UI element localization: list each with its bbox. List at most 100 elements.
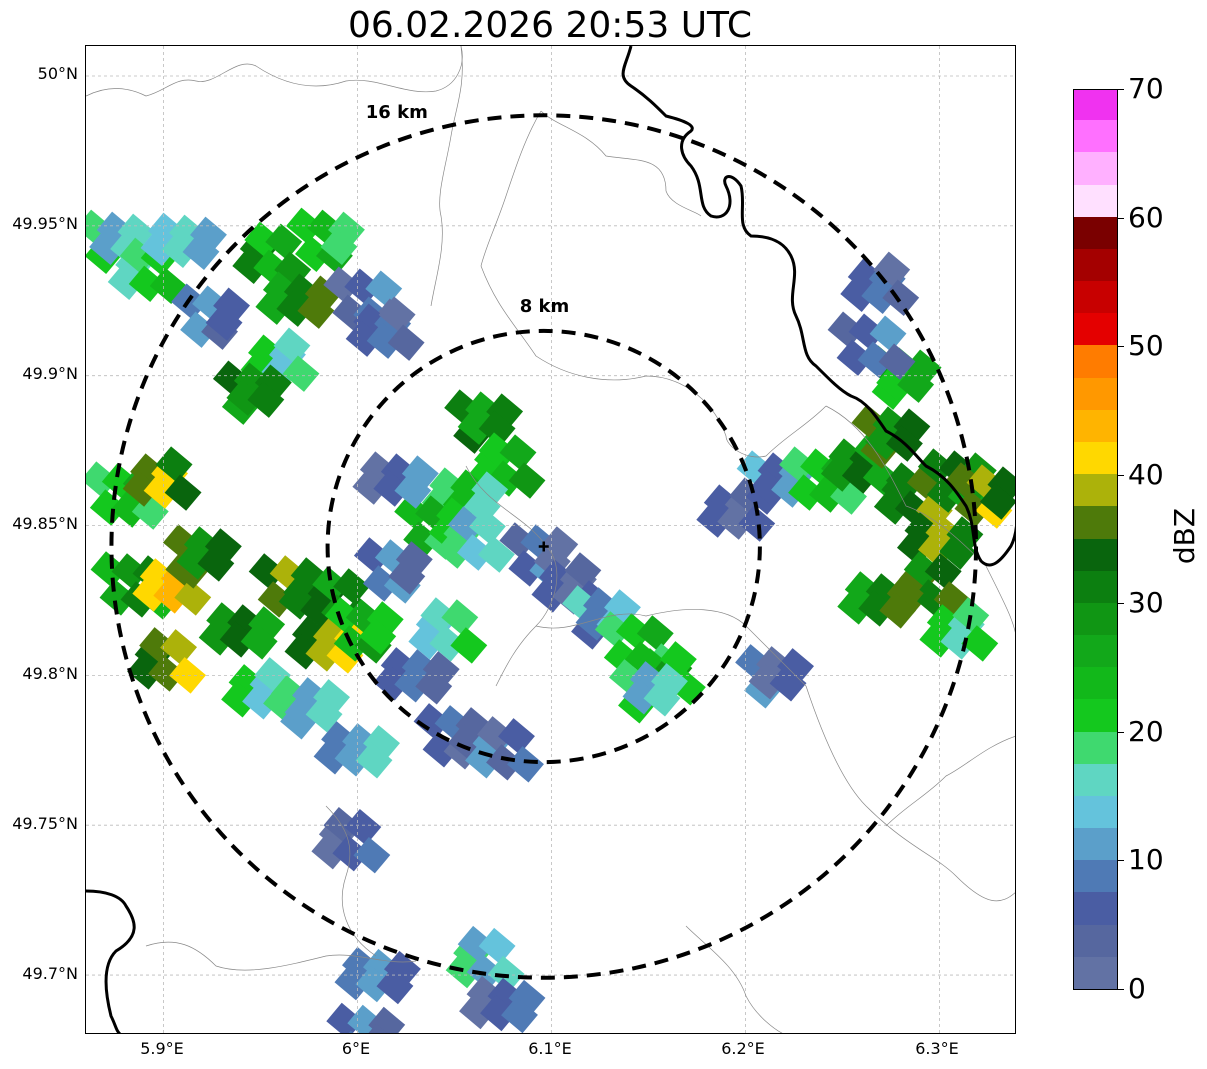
precip-cell (273, 327, 311, 364)
colorbar-tick (1118, 475, 1124, 476)
precip-cell (376, 967, 414, 1005)
lat-tick-label: 49.8°N (22, 664, 78, 683)
precip-cell (99, 579, 137, 616)
colorbar-segment (1074, 409, 1117, 442)
precip-cell (429, 625, 467, 662)
precip-cell (769, 665, 807, 702)
colorbar-segment (1074, 312, 1117, 346)
admin-border (480, 265, 727, 437)
precip-cell (447, 506, 485, 543)
colorbar-segment (1074, 151, 1117, 185)
precip-cell (651, 663, 688, 700)
precip-cell (615, 613, 653, 650)
precip-cell (333, 568, 371, 605)
precip-cell (128, 265, 166, 302)
precip-cell (445, 951, 483, 989)
precip-cell (531, 576, 569, 613)
admin-border (540, 110, 702, 217)
precip-cell (89, 228, 127, 265)
precip-cell (204, 528, 242, 565)
radar-map[interactable]: 8 km 16 km (85, 45, 1016, 1034)
admin-border (86, 46, 463, 97)
precip-cell (441, 599, 479, 636)
precip-cell (940, 623, 978, 660)
precip-cell (919, 621, 957, 658)
precip-cell (334, 740, 372, 777)
precip-cell (132, 575, 170, 612)
precip-cell (415, 668, 453, 705)
precip-cell (122, 470, 160, 507)
admin-border (805, 685, 1015, 902)
precip-cell (501, 996, 538, 1033)
map-gridlines (86, 46, 1015, 1033)
colorbar-segment (1074, 730, 1117, 764)
colorbar-segment (1074, 183, 1117, 217)
precip-cell (564, 552, 602, 589)
precip-cell (478, 432, 516, 469)
admin-border (725, 405, 827, 458)
precip-cell (244, 221, 282, 258)
precip-cell (226, 379, 264, 416)
precip-cell (378, 296, 416, 333)
precip-cell (457, 925, 495, 963)
precip-cell (323, 266, 361, 303)
precip-cell (886, 575, 924, 612)
admin-border (465, 465, 558, 687)
national-borders (86, 46, 1015, 1033)
precip-cell (879, 592, 917, 629)
admin-border (825, 405, 1015, 633)
precip-cell (119, 237, 157, 274)
precip-cell (366, 601, 404, 638)
precip-cell (140, 229, 178, 266)
colorbar-segment (1074, 891, 1117, 925)
precip-cell (139, 627, 177, 664)
precip-cell (459, 992, 496, 1030)
range-ring (325, 328, 762, 765)
lat-tick-label: 49.7°N (22, 964, 78, 983)
precip-cell (182, 233, 220, 270)
national-border (86, 889, 136, 1033)
precip-cell (388, 558, 426, 595)
precip-cell (471, 471, 509, 508)
colorbar-segment (1074, 570, 1117, 603)
precip-cell (394, 666, 432, 703)
precip-cell (876, 364, 914, 401)
precip-cell (127, 653, 165, 690)
lat-tick-label: 49.9°N (22, 364, 78, 383)
precip-cell (480, 994, 517, 1032)
precip-cell (904, 349, 942, 386)
precip-cell (117, 213, 155, 250)
precip-cell (312, 566, 350, 603)
colorbar-segment (1074, 216, 1117, 249)
precip-cell (164, 474, 202, 511)
precip-cell (788, 474, 825, 511)
precip-cell (345, 320, 383, 357)
colorbar-segment (1074, 505, 1117, 539)
precip-cell (334, 963, 372, 1001)
precip-cell (219, 621, 257, 658)
precip-cell (477, 536, 515, 573)
precip-cell (508, 979, 546, 1017)
precip-cell (197, 545, 235, 582)
colorbar-tick (1118, 218, 1124, 219)
colorbar-segment (1074, 473, 1117, 507)
precip-cell (864, 423, 902, 460)
precip-cell (169, 657, 207, 694)
colorbar-segment (1074, 827, 1117, 861)
precip-cell (257, 581, 295, 618)
precip-cell (363, 725, 400, 762)
precip-cell (903, 551, 941, 588)
precip-cell (809, 476, 846, 513)
lat-tick-label: 49.75°N (12, 814, 78, 833)
national-border (621, 46, 1015, 567)
precip-cell (840, 275, 878, 312)
admin-border (685, 925, 783, 1033)
precip-cell (320, 228, 358, 265)
precip-cell (820, 455, 858, 492)
precip-cell (359, 618, 397, 655)
precip-cell (394, 493, 432, 530)
precip-cell (979, 483, 1015, 520)
precip-cell (366, 322, 404, 359)
precip-cell (305, 696, 343, 733)
precip-cell (750, 469, 787, 506)
